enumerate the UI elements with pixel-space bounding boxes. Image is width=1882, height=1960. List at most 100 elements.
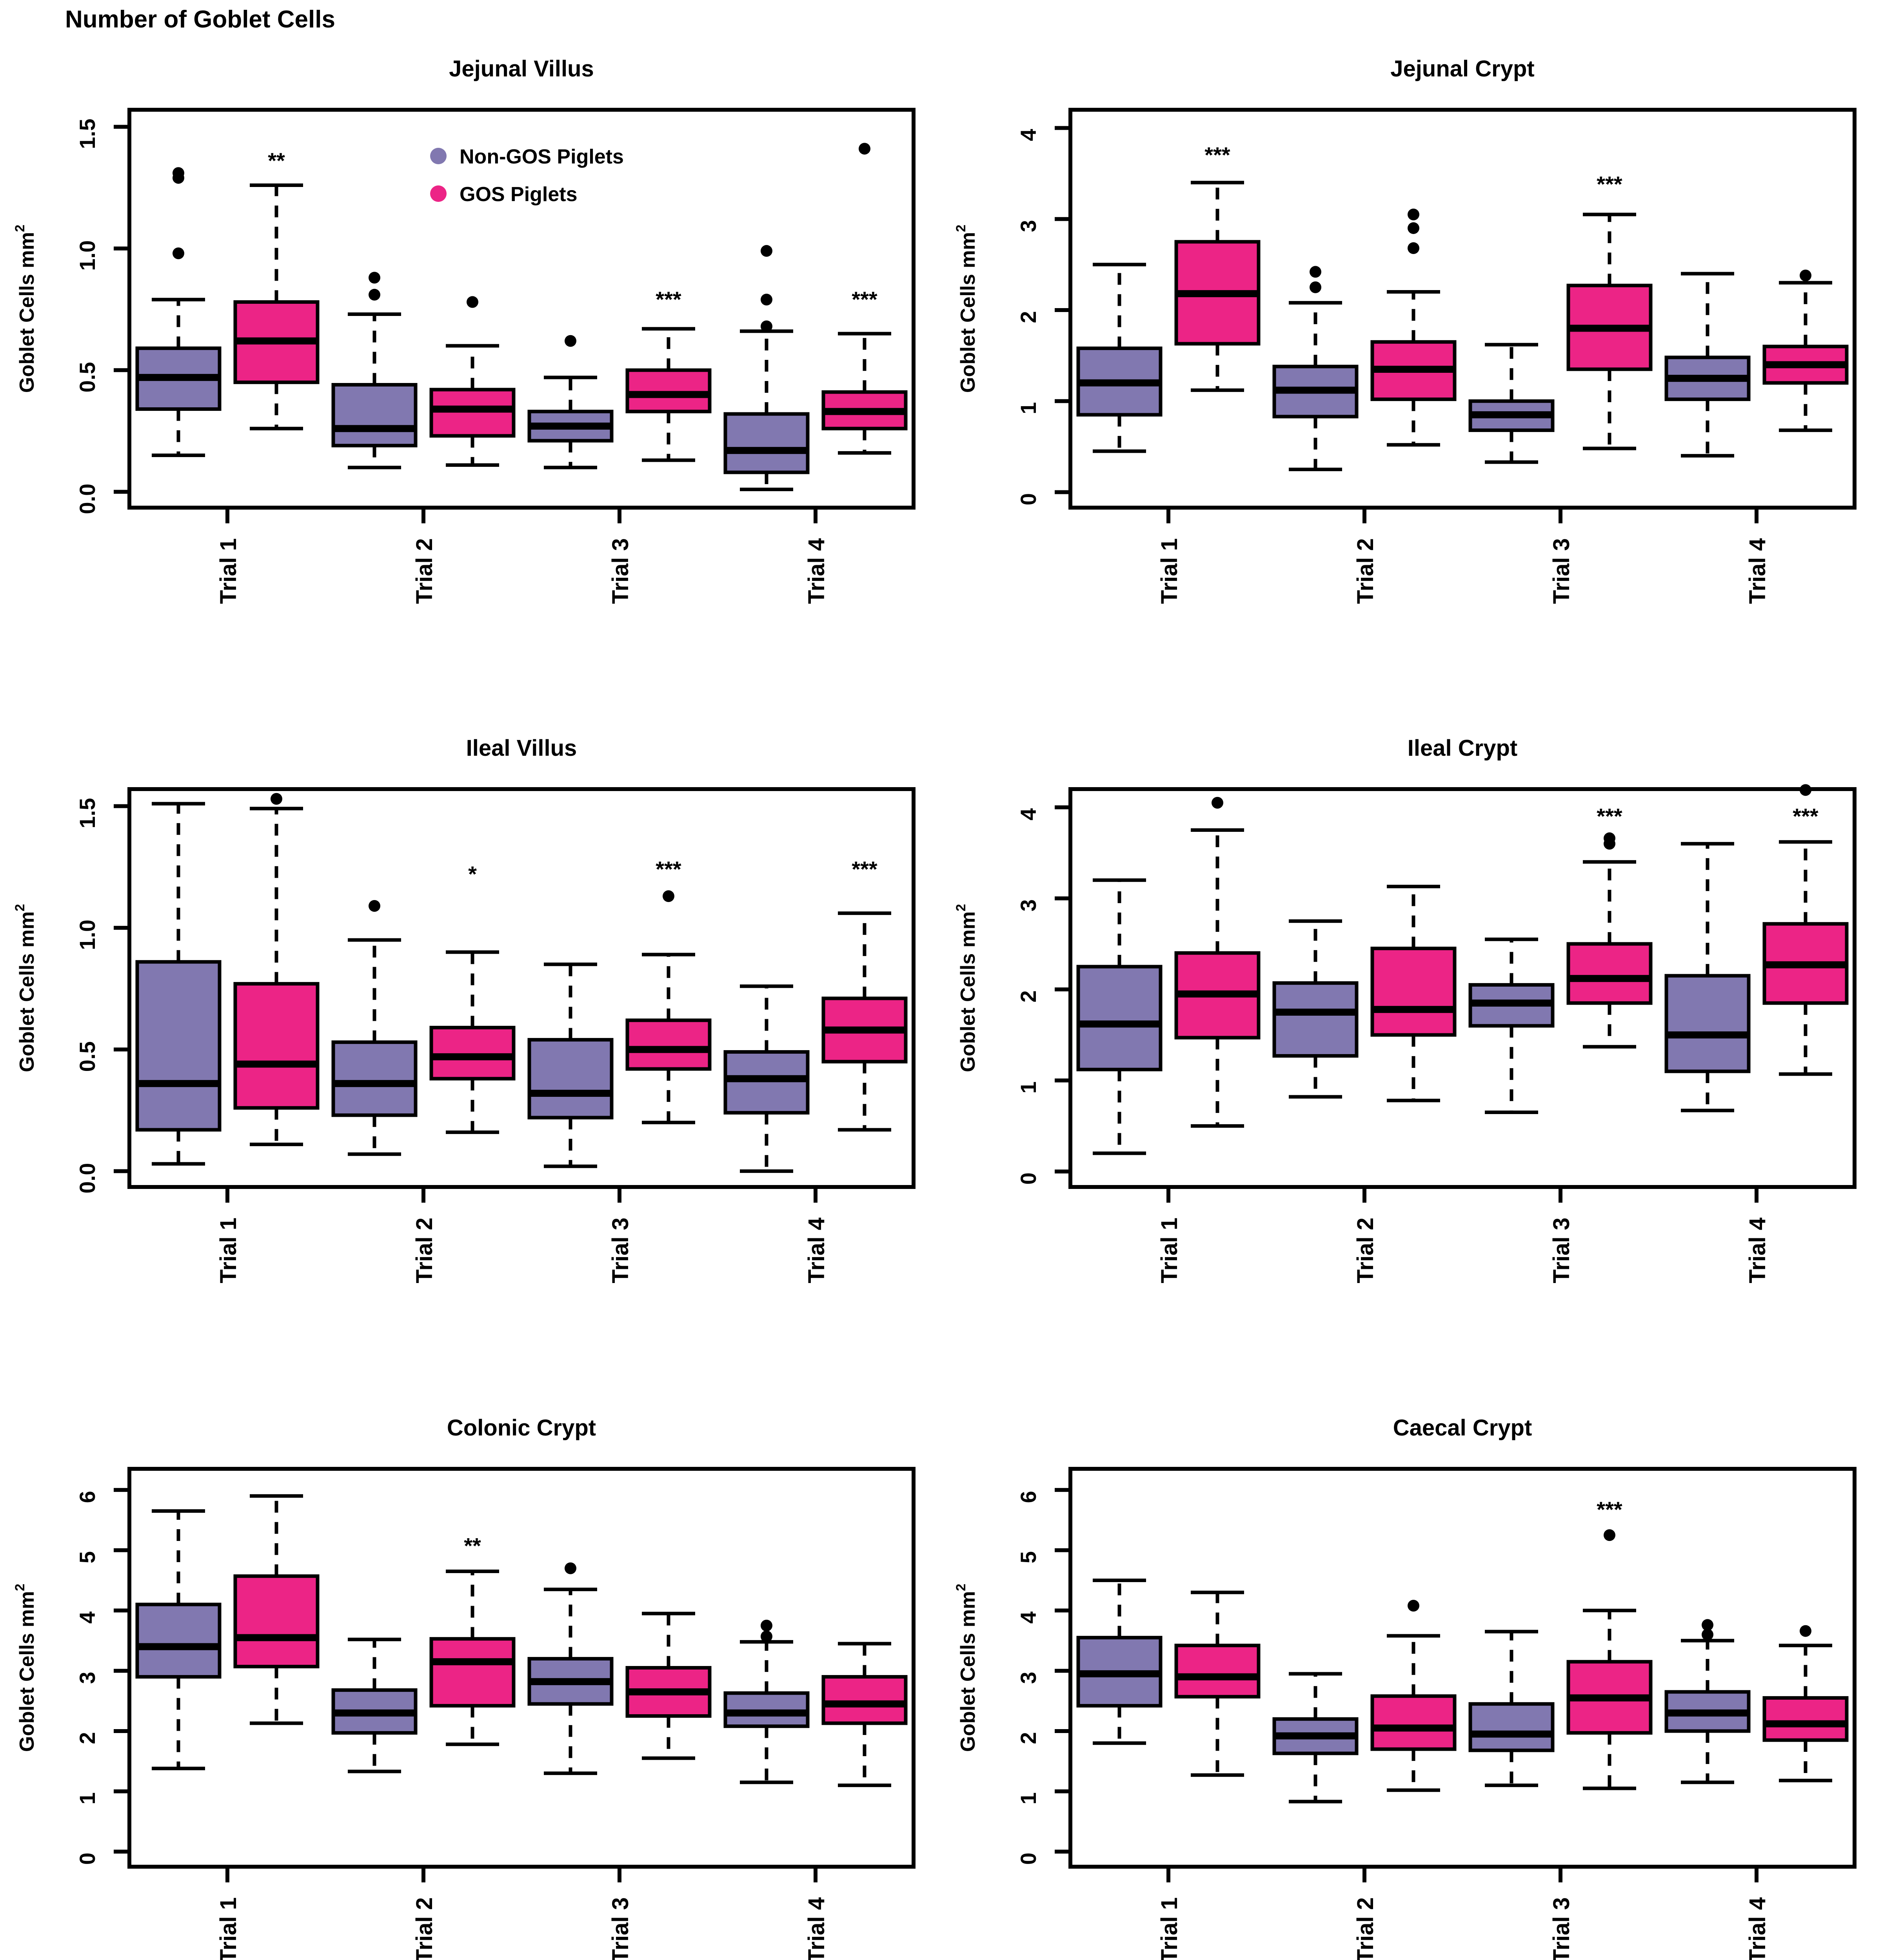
panel-ileal-villus: Ileal Villus 0.0 0.5 1.0 1.5 Goblet Cells mm2… xyxy=(0,679,941,1359)
box-rect xyxy=(429,388,516,438)
y-tick-label: 1.5 xyxy=(75,798,100,829)
box-group-trial-2-non-gos xyxy=(1272,266,1359,471)
box-group-trial-3-non-gos xyxy=(1468,937,1555,1114)
box-rect xyxy=(1664,974,1751,1073)
x-tick-label: Trial 1 xyxy=(1157,1218,1182,1283)
x-tick-label: Trial 3 xyxy=(608,538,633,604)
box-group-trial-1-gos: *** xyxy=(1174,143,1261,392)
x-tick-label: Trial 2 xyxy=(1353,1897,1378,1960)
y-tick-label: 4 xyxy=(1016,808,1041,820)
y-tick-label: 1.5 xyxy=(75,119,100,149)
outlier-dot xyxy=(1212,797,1223,809)
box-group-trial-2-non-gos xyxy=(1272,1672,1359,1804)
y-tick-label: 1 xyxy=(1016,402,1041,414)
outlier-dot xyxy=(1800,1625,1811,1637)
box-group-trial-2-non-gos xyxy=(1272,919,1359,1099)
box-group-trial-1-gos xyxy=(233,793,320,1146)
outlier-dot xyxy=(761,320,772,332)
panel-title: Caecal Crypt xyxy=(1393,1415,1532,1441)
box-group-trial-1-non-gos xyxy=(135,802,222,1166)
outlier-dot xyxy=(1800,269,1811,281)
box-rect xyxy=(233,1574,320,1668)
x-tick-label: Trial 4 xyxy=(1745,538,1770,604)
plot-border xyxy=(1068,1467,1857,1869)
x-tick-label: Trial 1 xyxy=(216,538,241,604)
significance-label: ** xyxy=(268,148,285,173)
box-group-trial-2-gos xyxy=(1370,885,1457,1102)
y-tick-label: 2 xyxy=(75,1732,100,1744)
y-tick-label: 5 xyxy=(1016,1551,1041,1563)
y-tick-label: 4 xyxy=(75,1612,100,1624)
outlier-dot xyxy=(467,296,478,308)
box-group-trial-1-gos xyxy=(1174,1590,1261,1777)
plot-border xyxy=(127,108,916,510)
x-tick-label: Trial 2 xyxy=(412,538,437,604)
box-group-trial-2-gos xyxy=(1370,209,1457,447)
box-group-trial-1-non-gos xyxy=(1076,878,1163,1155)
x-tick-label: Trial 3 xyxy=(1549,1897,1574,1960)
x-tick-label: Trial 4 xyxy=(804,1897,829,1960)
box-rect xyxy=(821,1675,908,1725)
significance-label: *** xyxy=(656,857,681,881)
y-tick-label: 1 xyxy=(1016,1792,1041,1804)
outlier-dot xyxy=(1702,1628,1713,1641)
panel-colonic-crypt: Colonic Crypt 0 1 2 3 4 5 6 Goblet Cells mm2 Tria… xyxy=(0,1359,941,1960)
panel-title: Ileal Villus xyxy=(466,735,577,761)
significance-label: *** xyxy=(1597,172,1622,196)
y-tick-label: 3 xyxy=(75,1672,100,1684)
significance-label: ** xyxy=(464,1533,481,1558)
x-tick-label: Trial 4 xyxy=(1745,1897,1770,1960)
y-tick-label: 6 xyxy=(1016,1491,1041,1503)
panel-title: Colonic Crypt xyxy=(447,1415,596,1441)
y-axis-title: Goblet Cells mm2 xyxy=(954,904,979,1072)
y-tick-label: 0.0 xyxy=(75,484,100,514)
box-rect xyxy=(429,1025,516,1081)
box-rect xyxy=(331,1040,418,1117)
outlier-dot xyxy=(761,245,772,257)
box-rect xyxy=(723,1050,810,1115)
box-group-trial-1-gos xyxy=(1174,797,1261,1128)
box-group-trial-4-non-gos xyxy=(1664,272,1751,458)
x-tick-label: Trial 1 xyxy=(1157,538,1182,604)
outlier-dot xyxy=(565,335,576,347)
outlier-dot xyxy=(1408,242,1419,254)
significance-label: *** xyxy=(1597,1497,1622,1522)
outlier-dot xyxy=(1604,832,1615,844)
box-rect xyxy=(135,1602,222,1679)
significance-label: *** xyxy=(852,857,877,881)
box-group-trial-3-non-gos xyxy=(527,962,614,1168)
y-tick-label: 1.0 xyxy=(75,920,100,950)
panel-ileal-crypt: Ileal Crypt 0 1 2 3 4 Goblet Cells mm2 Trial 1 T… xyxy=(941,679,1882,1359)
box-rect xyxy=(1370,946,1457,1037)
box-group-trial-2-gos xyxy=(1370,1600,1457,1792)
y-axis-title: Goblet Cells mm2 xyxy=(13,225,38,393)
y-tick-label: 5 xyxy=(75,1551,100,1563)
outlier-dot xyxy=(1310,281,1321,293)
significance-label: *** xyxy=(656,287,681,312)
outlier-dot xyxy=(761,294,772,306)
significance-label: *** xyxy=(1204,143,1230,167)
legend-dot xyxy=(430,185,447,202)
x-tick-label: Trial 4 xyxy=(1745,1218,1770,1283)
box-group-trial-1-non-gos xyxy=(135,167,222,457)
x-tick-label: Trial 2 xyxy=(1353,538,1378,604)
y-tick-label: 3 xyxy=(1016,899,1041,911)
significance-label: * xyxy=(468,862,477,886)
figure-title: Number of Goblet Cells xyxy=(65,6,335,33)
outlier-dot xyxy=(859,143,870,155)
y-tick-label: 4 xyxy=(1016,129,1041,141)
box-rect xyxy=(233,982,320,1110)
outlier-dot xyxy=(369,289,380,301)
x-tick-label: Trial 3 xyxy=(608,1218,633,1283)
box-group-trial-4-non-gos xyxy=(723,245,810,491)
box-rect xyxy=(1272,981,1359,1058)
box-group-trial-4-gos xyxy=(1762,269,1849,432)
boxplot-chart: Ileal Crypt 0 1 2 3 4 Goblet Cells mm2 Trial 1 T… xyxy=(954,735,1857,1283)
box-group-trial-4-non-gos xyxy=(1664,1619,1751,1784)
legend-label: GOS Piglets xyxy=(460,183,578,206)
x-tick-label: Trial 2 xyxy=(1353,1218,1378,1283)
outlier-dot xyxy=(271,793,282,805)
x-tick-label: Trial 1 xyxy=(216,1218,241,1283)
x-tick-label: Trial 4 xyxy=(804,538,829,604)
box-group-trial-2-gos xyxy=(429,296,516,467)
